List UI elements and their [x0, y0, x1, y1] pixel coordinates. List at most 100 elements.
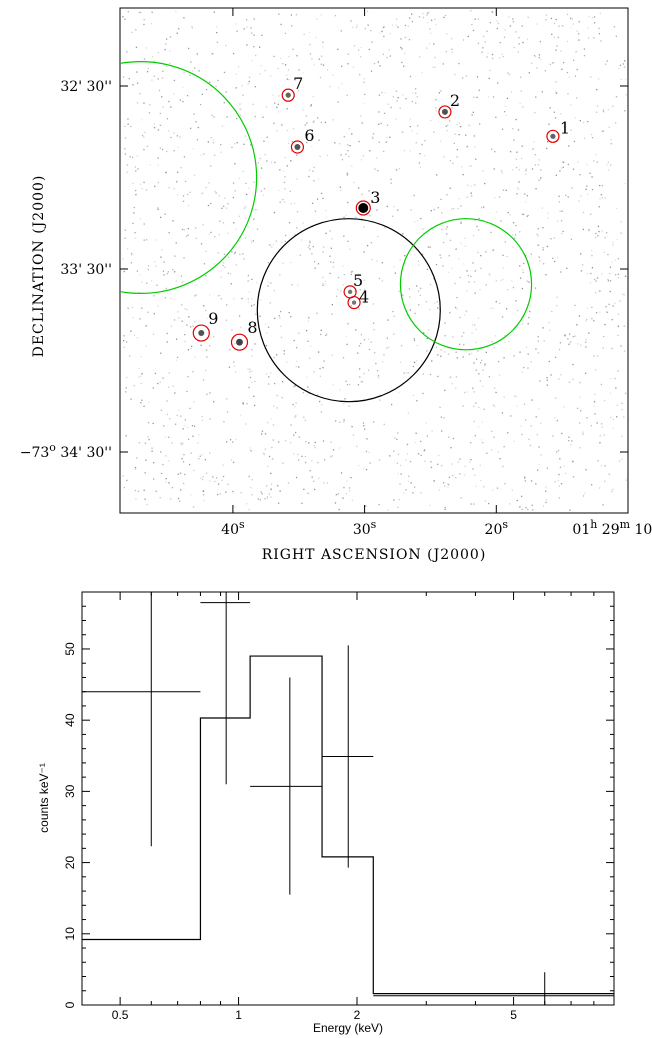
noise-speck: [514, 237, 516, 239]
noise-speck: [160, 451, 162, 453]
noise-speck: [177, 171, 179, 173]
noise-speck: [148, 438, 150, 441]
noise-speck: [615, 207, 618, 209]
noise-speck: [446, 130, 448, 132]
noise-speck: [557, 449, 560, 452]
noise-speck: [502, 267, 504, 269]
noise-speck: [508, 341, 510, 343]
noise-speck: [429, 308, 431, 311]
noise-speck: [153, 295, 155, 297]
noise-speck: [356, 24, 358, 26]
noise-speck: [429, 504, 431, 507]
noise-speck: [512, 234, 514, 236]
noise-speck: [234, 251, 236, 254]
noise-speck: [372, 137, 374, 140]
noise-speck: [560, 374, 562, 376]
noise-speck: [205, 186, 207, 189]
noise-speck: [141, 399, 143, 401]
noise-speck: [604, 324, 606, 326]
noise-speck: [165, 455, 167, 457]
noise-speck: [126, 164, 129, 166]
noise-speck: [414, 441, 416, 444]
noise-speck: [274, 102, 276, 104]
noise-speck: [346, 172, 348, 174]
noise-speck: [462, 356, 464, 358]
noise-speck: [312, 121, 315, 123]
noise-speck: [211, 53, 213, 55]
noise-speck: [561, 167, 563, 169]
noise-speck: [294, 234, 296, 236]
noise-speck: [595, 312, 598, 314]
noise-speck: [204, 459, 206, 461]
noise-speck: [376, 370, 379, 372]
noise-speck: [133, 385, 135, 387]
noise-speck: [434, 18, 436, 20]
noise-speck: [345, 214, 347, 217]
noise-speck: [135, 189, 137, 192]
noise-speck: [247, 368, 249, 370]
noise-speck: [312, 170, 314, 172]
noise-speck: [188, 316, 190, 318]
noise-speck: [433, 43, 435, 45]
noise-speck: [567, 163, 569, 166]
noise-speck: [514, 395, 516, 397]
noise-speck: [303, 416, 305, 418]
noise-speck: [599, 311, 601, 313]
noise-speck: [570, 129, 572, 131]
noise-speck: [322, 367, 324, 369]
noise-speck: [193, 113, 195, 115]
noise-speck: [525, 507, 527, 509]
noise-speck: [451, 208, 453, 210]
noise-speck: [210, 137, 212, 139]
noise-speck: [599, 198, 601, 200]
noise-speck: [373, 421, 375, 423]
noise-speck: [205, 88, 208, 91]
noise-speck: [251, 298, 253, 300]
noise-speck: [320, 411, 322, 413]
noise-speck: [439, 254, 441, 256]
noise-speck: [228, 366, 231, 368]
noise-speck: [624, 60, 626, 62]
noise-speck: [414, 312, 416, 315]
noise-speck: [602, 109, 604, 111]
noise-speck: [527, 16, 529, 18]
source-5-label: 5: [353, 271, 363, 290]
noise-speck: [597, 460, 599, 462]
noise-speck: [597, 105, 599, 107]
noise-speck: [554, 481, 556, 483]
model-line: [82, 655, 614, 995]
noise-speck: [165, 481, 167, 483]
noise-speck: [294, 385, 296, 387]
noise-speck: [585, 339, 587, 341]
noise-speck: [359, 368, 361, 370]
noise-speck: [572, 336, 574, 338]
noise-speck: [557, 36, 559, 39]
noise-speck: [146, 503, 148, 506]
noise-speck: [301, 455, 303, 457]
noise-speck: [363, 372, 365, 375]
noise-speck: [222, 464, 224, 466]
noise-speck: [307, 320, 310, 322]
noise-speck: [313, 480, 315, 482]
noise-speck: [134, 466, 137, 469]
noise-speck: [157, 164, 159, 166]
noise-speck: [296, 211, 299, 213]
noise-speck: [276, 406, 278, 409]
noise-speck: [381, 280, 384, 282]
noise-speck: [473, 362, 475, 364]
noise-speck: [314, 447, 316, 449]
noise-speck: [378, 277, 380, 280]
noise-speck: [593, 355, 595, 357]
noise-speck: [133, 212, 135, 214]
noise-speck: [539, 380, 541, 382]
noise-speck: [376, 209, 378, 211]
noise-speck: [370, 242, 373, 244]
noise-speck: [346, 94, 348, 96]
noise-speck: [555, 174, 557, 176]
noise-speck: [451, 267, 453, 269]
noise-speck: [494, 387, 496, 389]
noise-speck: [448, 353, 450, 355]
x-tick-label: 0.5: [112, 1008, 129, 1022]
noise-speck: [549, 329, 551, 331]
noise-speck: [176, 356, 179, 359]
